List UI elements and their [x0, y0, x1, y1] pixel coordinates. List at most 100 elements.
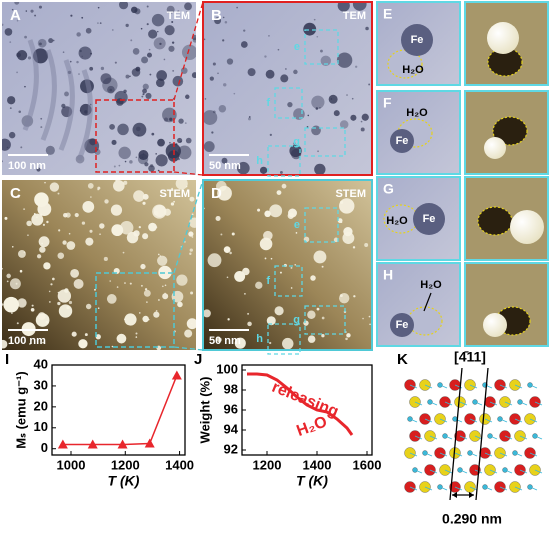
particle	[221, 157, 228, 164]
particle	[368, 83, 371, 86]
particle	[218, 104, 227, 113]
particle	[157, 169, 160, 172]
particle	[97, 6, 100, 9]
panel-border	[202, 1, 373, 176]
inset-border	[464, 262, 549, 347]
bond	[469, 384, 478, 389]
particle	[243, 29, 246, 32]
scale-label: 50 nm	[209, 335, 241, 347]
particle	[353, 295, 356, 298]
particle	[236, 6, 238, 9]
particle	[2, 138, 11, 151]
data-line	[62, 375, 178, 446]
bond	[504, 435, 513, 440]
inset-border	[464, 90, 549, 175]
particle	[306, 126, 309, 128]
particle	[266, 316, 276, 326]
particle	[172, 75, 184, 87]
particle	[40, 117, 43, 120]
particle	[38, 5, 42, 9]
particle	[223, 83, 227, 87]
bond	[429, 401, 438, 406]
particle	[351, 97, 354, 100]
bond	[514, 418, 523, 423]
particle	[369, 323, 371, 326]
particle	[16, 71, 18, 74]
particle	[103, 256, 108, 262]
particle	[144, 162, 149, 167]
particle	[142, 233, 149, 240]
particle	[234, 337, 246, 349]
particle	[177, 145, 192, 160]
particle	[320, 49, 323, 53]
particle	[90, 196, 92, 198]
bond	[499, 452, 508, 457]
annotation: H₂O	[294, 413, 329, 440]
particle	[4, 28, 13, 36]
bond	[439, 452, 448, 457]
particle	[132, 122, 147, 137]
bond	[414, 469, 423, 474]
particle	[280, 74, 289, 83]
particle	[146, 5, 149, 8]
particle	[31, 213, 44, 226]
particle	[44, 181, 46, 184]
particle	[116, 333, 127, 344]
plane-line	[449, 367, 463, 501]
particle	[97, 22, 99, 24]
particle	[321, 265, 324, 268]
particle	[237, 161, 250, 175]
particle	[244, 293, 246, 295]
imaging-mode: TEM	[167, 10, 190, 22]
particle	[157, 138, 165, 147]
particle	[226, 58, 234, 65]
particle	[23, 251, 26, 254]
particle	[107, 85, 115, 94]
particle	[264, 210, 271, 218]
particle	[68, 232, 71, 235]
particle	[184, 329, 193, 338]
particle	[30, 9, 34, 13]
data-point	[117, 439, 128, 449]
particle	[26, 220, 32, 227]
particle	[176, 274, 188, 286]
fe-label: Fe	[396, 319, 409, 331]
image-area	[465, 2, 548, 85]
region-label: f	[266, 97, 270, 109]
bond	[504, 469, 513, 474]
particle	[276, 190, 282, 195]
particle	[345, 337, 348, 341]
particle	[203, 110, 218, 125]
water-label: H₂O	[406, 107, 428, 119]
particle	[2, 303, 4, 306]
particle	[216, 180, 227, 192]
particle	[142, 315, 149, 323]
zoom-line	[173, 346, 204, 351]
particle	[169, 269, 172, 272]
particle	[3, 296, 20, 313]
particle	[39, 246, 46, 253]
particle	[212, 110, 216, 114]
particle	[69, 60, 72, 63]
particle	[184, 2, 192, 11]
bond	[489, 401, 498, 406]
bond	[489, 469, 498, 474]
particle	[186, 13, 188, 16]
particle	[279, 271, 282, 274]
particle	[104, 199, 109, 204]
region-label: g	[293, 136, 300, 148]
plot-frame	[241, 364, 373, 456]
bond	[484, 486, 493, 491]
plane-line	[475, 367, 489, 501]
zoom-line	[173, 171, 204, 176]
particle	[2, 160, 3, 163]
particle	[259, 166, 268, 174]
particle	[27, 234, 29, 236]
particle	[321, 316, 325, 320]
particle	[57, 301, 61, 306]
particle	[171, 21, 174, 24]
particle	[140, 284, 143, 287]
bond	[529, 486, 538, 491]
particle	[155, 309, 158, 312]
particle	[117, 123, 129, 136]
